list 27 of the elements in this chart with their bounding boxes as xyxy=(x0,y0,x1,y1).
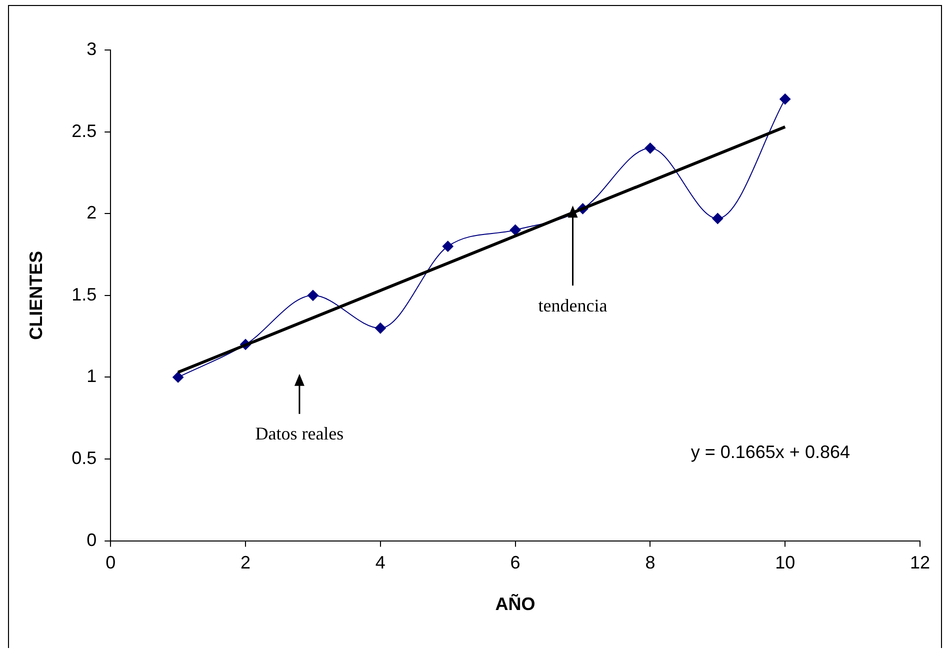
y-tick-label: 0.5 xyxy=(72,448,97,468)
annotation: Datos reales xyxy=(255,424,344,444)
x-tick-label: 6 xyxy=(510,552,520,573)
x-tick-label: 8 xyxy=(645,552,656,573)
point xyxy=(307,290,318,301)
y-axis-title: CLIENTES xyxy=(26,250,46,340)
point xyxy=(442,240,454,252)
point xyxy=(374,322,386,334)
point xyxy=(172,372,184,383)
point xyxy=(712,213,724,224)
annotation: tendencia xyxy=(538,295,608,316)
x-tick-label: 10 xyxy=(775,552,796,573)
point xyxy=(780,94,791,105)
y-tick-label: 2.5 xyxy=(72,120,97,141)
y-tick-label: 0 xyxy=(86,530,97,550)
y-tick-label: 3 xyxy=(86,38,97,59)
x-tick-label: 4 xyxy=(375,552,386,573)
x-tick-label: 0 xyxy=(106,552,116,573)
y-tick-label: 2 xyxy=(86,202,97,223)
x-tick-label: 12 xyxy=(910,552,930,573)
x-axis-title: AÑO xyxy=(495,593,536,614)
y-tick-label: 1.5 xyxy=(72,284,97,304)
x-tick-label: 2 xyxy=(240,552,251,573)
annotation: y = 0.1665x + 0.864 xyxy=(690,442,850,462)
point xyxy=(510,224,521,236)
point xyxy=(644,142,656,154)
y-tick-label: 1 xyxy=(86,366,97,386)
